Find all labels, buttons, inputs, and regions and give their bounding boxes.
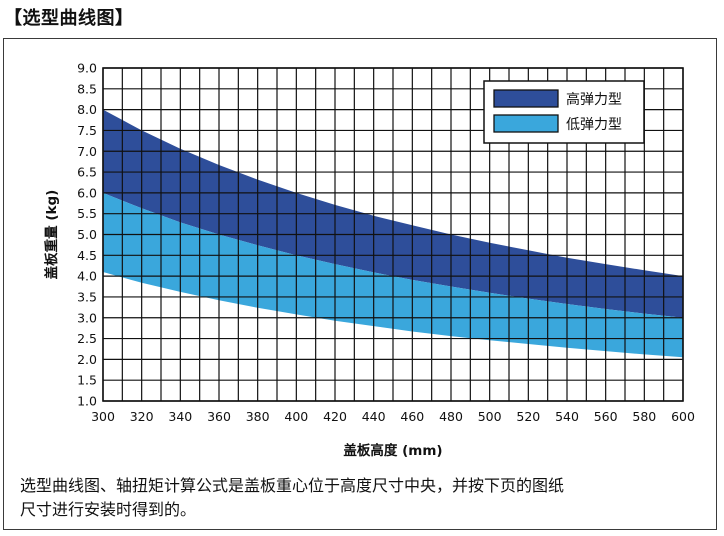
x-tick-label: 580 — [632, 409, 656, 424]
x-axis-label: 盖板高度 (mm) — [343, 442, 442, 459]
x-tick-label: 420 — [323, 409, 347, 424]
y-tick-label: 5.0 — [77, 227, 97, 242]
y-tick-label: 3.0 — [77, 310, 97, 325]
note-line-2: 尺寸进行安装时得到的。 — [20, 500, 197, 519]
plot-border — [102, 67, 684, 402]
y-tick-label: 8.0 — [77, 102, 97, 117]
y-tick-label: 7.5 — [77, 123, 97, 138]
x-tick-label: 500 — [478, 409, 502, 424]
chart-note: 选型曲线图、轴扭矩计算公式是盖板重心位于高度尺寸中央，并按下页的图纸 尺寸进行安… — [20, 474, 710, 522]
y-tick-label: 7.0 — [77, 144, 97, 159]
x-tick-label: 460 — [400, 409, 424, 424]
y-tick-label: 2.0 — [77, 352, 97, 367]
note-line-1: 选型曲线图、轴扭矩计算公式是盖板重心位于高度尺寸中央，并按下页的图纸 — [20, 476, 565, 495]
x-tick-label: 440 — [362, 409, 386, 424]
legend-label: 高弹力型 — [566, 91, 622, 108]
y-tick-label: 4.5 — [77, 248, 97, 263]
series-band-high — [103, 109, 683, 318]
y-axis-label: 盖板重量 (kg) — [43, 190, 60, 280]
y-tick-label: 2.5 — [77, 331, 97, 346]
legend-label: 低弹力型 — [566, 117, 622, 133]
y-tick-label: 1.5 — [77, 373, 97, 388]
legend-swatch — [493, 114, 559, 133]
y-tick-label: 5.5 — [77, 206, 97, 221]
y-tick-label: 1.0 — [77, 394, 97, 409]
x-tick-label: 400 — [284, 409, 308, 424]
x-tick-label: 560 — [594, 409, 618, 424]
chart-frame — [3, 38, 717, 530]
x-tick-label: 480 — [439, 409, 463, 424]
y-tick-label: 6.5 — [77, 165, 97, 180]
x-tick-label: 360 — [207, 409, 231, 424]
y-tick-label: 8.5 — [77, 81, 97, 96]
x-tick-label: 600 — [671, 409, 695, 424]
section-title: 【选型曲线图】 — [4, 8, 134, 29]
y-tick-label: 3.5 — [77, 289, 97, 304]
x-tick-label: 340 — [168, 409, 192, 424]
x-tick-label: 320 — [130, 409, 154, 424]
y-tick-label: 9.0 — [77, 61, 97, 76]
y-tick-label: 4.0 — [77, 269, 97, 284]
series-band-low — [103, 192, 683, 358]
x-tick-label: 380 — [246, 409, 270, 424]
legend-swatch — [493, 89, 559, 108]
x-tick-label: 300 — [91, 409, 115, 424]
y-tick-label: 6.0 — [77, 185, 97, 200]
x-tick-label: 540 — [555, 409, 579, 424]
x-tick-label: 520 — [516, 409, 540, 424]
